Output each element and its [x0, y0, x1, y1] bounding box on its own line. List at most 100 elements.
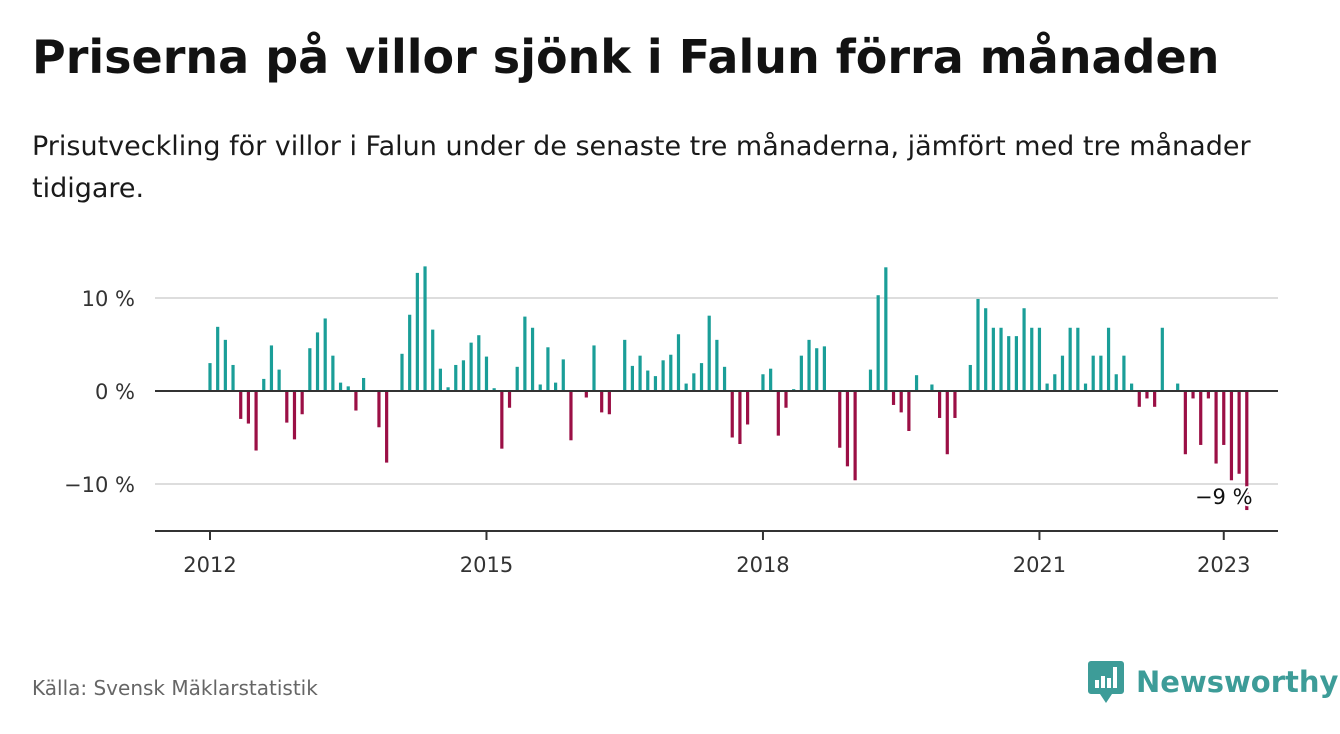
- bar: [507, 391, 512, 408]
- bar: [269, 345, 274, 391]
- bar: [1160, 327, 1164, 391]
- bar: [431, 329, 435, 391]
- bar: [692, 373, 696, 391]
- bar: [607, 391, 611, 415]
- bar: [500, 391, 504, 449]
- bar: [492, 388, 496, 391]
- bar: [354, 391, 358, 411]
- source-note: Källa: Svensk Mäklarstatistik: [32, 676, 318, 700]
- bar: [315, 332, 320, 391]
- bar: [868, 369, 873, 391]
- bar: [254, 391, 258, 451]
- bar: [669, 354, 673, 391]
- bar: [991, 327, 995, 391]
- bar: [999, 327, 1003, 391]
- bar: [1053, 374, 1057, 391]
- bar: [338, 382, 343, 391]
- chart-title: Priserna på villor sjönk i Falun förra m…: [32, 30, 1220, 84]
- annotation-label: −9 %: [1195, 485, 1253, 509]
- bar: [845, 391, 850, 467]
- bar: [876, 295, 880, 391]
- bar: [646, 370, 650, 391]
- bar: [953, 391, 957, 418]
- bar: [899, 391, 903, 413]
- bar: [1206, 391, 1210, 399]
- bar: [538, 384, 542, 391]
- bar: [1091, 355, 1095, 391]
- bar: [653, 376, 658, 391]
- bar: [362, 377, 366, 391]
- bar: [423, 266, 427, 391]
- brand-name: Newsworthy: [1136, 665, 1339, 699]
- bar: [1199, 391, 1203, 445]
- bar: [1229, 391, 1234, 481]
- bar: [930, 384, 934, 391]
- bar: [323, 318, 327, 391]
- brand-logo[interactable]: Newsworthy: [1088, 660, 1338, 704]
- bar: [891, 391, 896, 405]
- bar: [292, 391, 297, 440]
- bar: [1137, 391, 1141, 407]
- bar: [377, 391, 381, 428]
- bar: [722, 366, 727, 391]
- bar: [1037, 327, 1042, 391]
- bar: [746, 391, 750, 425]
- bar: [239, 391, 243, 419]
- newsworthy-logo-icon: [1088, 661, 1124, 703]
- y-tick-label: 10 %: [82, 287, 135, 311]
- bar: [461, 360, 466, 391]
- bar: [523, 316, 527, 391]
- bar: [415, 272, 419, 391]
- bar: [554, 382, 558, 391]
- bar: [223, 339, 227, 391]
- bar: [285, 391, 289, 423]
- bar: [1183, 391, 1187, 455]
- bar: [884, 267, 888, 391]
- bar: [1068, 327, 1072, 391]
- bar: [853, 391, 857, 481]
- bar: [584, 391, 588, 398]
- bar: [1222, 391, 1226, 445]
- bar: [799, 355, 803, 391]
- bar: [277, 369, 281, 391]
- y-tick-label: −10 %: [64, 473, 135, 497]
- bar: [1022, 308, 1026, 391]
- x-tick-label: 2015: [460, 553, 513, 577]
- bar: [1007, 336, 1011, 391]
- x-tick-label: 2021: [1013, 553, 1066, 577]
- y-tick-label: 0 %: [95, 380, 135, 404]
- x-tick-label: 2023: [1197, 553, 1250, 577]
- bar: [623, 339, 627, 391]
- bar: [469, 342, 473, 391]
- bar: [477, 335, 481, 391]
- bar: [1060, 355, 1065, 391]
- bar: [984, 308, 988, 391]
- bar: [761, 374, 765, 391]
- bar: [784, 391, 788, 408]
- bar: [530, 327, 535, 391]
- bar: [715, 339, 719, 391]
- bar: [661, 360, 665, 391]
- bar: [1245, 391, 1249, 511]
- bar: [262, 378, 266, 391]
- bar: [976, 298, 980, 391]
- bar: [561, 359, 565, 391]
- bar: [822, 346, 826, 391]
- bar: [1237, 391, 1241, 474]
- bar: [1030, 327, 1034, 391]
- bar: [600, 391, 604, 413]
- bar: [676, 334, 681, 391]
- bar: [838, 391, 842, 448]
- bar: [308, 348, 312, 391]
- x-tick-label: 2018: [736, 553, 789, 577]
- bar: [592, 345, 596, 391]
- bar: [1045, 383, 1049, 391]
- chart-subtitle: Prisutveckling för villor i Falun under …: [32, 131, 1251, 204]
- bar: [769, 368, 773, 391]
- bar: [738, 391, 742, 445]
- bar: [1122, 355, 1126, 391]
- bar: [907, 391, 911, 431]
- bar: [815, 348, 819, 391]
- bar: [246, 391, 250, 424]
